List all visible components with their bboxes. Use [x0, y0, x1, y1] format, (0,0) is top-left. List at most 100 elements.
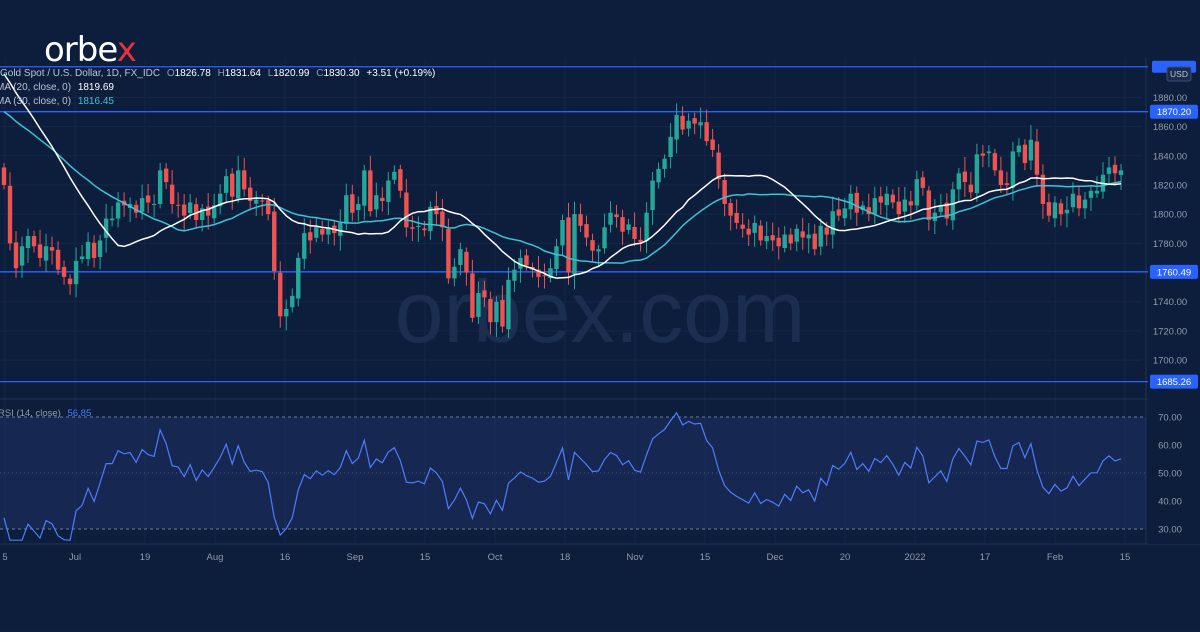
price-tick-label: 1840.00: [1153, 151, 1187, 162]
candle-body: [344, 195, 349, 224]
candle-body: [806, 234, 811, 239]
candle-body: [37, 244, 43, 258]
candle-body: [97, 240, 103, 258]
time-tick-label: Jul: [69, 552, 81, 563]
time-tick-label: 19: [140, 552, 151, 563]
candle-body: [1094, 190, 1100, 194]
candle-body: [602, 227, 607, 249]
candle-body: [302, 233, 307, 259]
legend-h-value: 1831.64: [225, 68, 262, 79]
candle-body: [638, 239, 643, 242]
candle-body: [13, 242, 19, 269]
time-tick-label: 20: [840, 552, 851, 563]
level-tag-label: 1760.49: [1157, 267, 1191, 278]
candle-body: [524, 255, 529, 266]
candle-body: [788, 234, 793, 244]
legend-o-label: O: [167, 68, 175, 79]
candle-body: [674, 114, 679, 140]
candle-body: [278, 272, 283, 317]
candle-body: [1070, 193, 1076, 208]
candle-body: [314, 227, 319, 238]
candle-body: [1046, 202, 1052, 216]
rsi-line: [3, 411, 1122, 541]
candle-body: [1076, 195, 1082, 209]
candle-body: [416, 225, 421, 228]
rsi-tick-label: 60.00: [1158, 441, 1182, 452]
candle-body: [746, 228, 751, 235]
candle-body: [422, 228, 427, 231]
logo-prefix: orbe: [44, 30, 118, 70]
svg-text:MA (20, close, 0) 1819: MA (20, close, 0) 1819.69: [0, 82, 114, 93]
candle-body: [163, 168, 169, 183]
candle-body: [986, 151, 992, 154]
candle-body: [878, 196, 883, 203]
level-tag-box: [1150, 264, 1198, 279]
level-tag-box: [1150, 374, 1198, 389]
candle-body: [980, 153, 986, 156]
candle-body: [734, 212, 739, 223]
rsi-tick-label: 40.00: [1158, 497, 1182, 508]
candle-body: [800, 231, 805, 238]
candle-body: [205, 206, 211, 216]
candle-body: [482, 290, 487, 298]
candle-body: [548, 268, 553, 279]
ma20-line: [3, 73, 1122, 279]
candle-body: [85, 241, 91, 260]
candle-body: [650, 180, 655, 211]
candle-body: [884, 193, 889, 206]
legend-symbol: Gold Spot / U.S. Dollar, 1D, FX_IDC: [0, 68, 160, 79]
level-tag-label: 1870.20: [1157, 107, 1191, 118]
time-tick-label: Sep: [347, 552, 364, 563]
candle-body: [242, 170, 247, 190]
candle-body: [230, 173, 235, 197]
legend-ma30-label: MA (30, close, 0): [0, 96, 71, 107]
rsi-title: RSI (14, close): [0, 408, 61, 419]
candle-body: [404, 192, 409, 228]
candle-body: [566, 217, 571, 273]
candle-body: [740, 224, 745, 229]
candle-body: [19, 246, 25, 266]
candle-body: [55, 249, 61, 270]
price-tick-label: 1860.00: [1153, 122, 1187, 133]
price-tick-label: 1700.00: [1153, 356, 1187, 367]
candle-body: [193, 204, 199, 220]
candle-body: [223, 176, 229, 193]
time-tick-label: Aug: [207, 552, 224, 563]
candle-body: [578, 214, 583, 226]
candle-body: [380, 197, 385, 202]
candle-body: [356, 203, 361, 211]
rsi-tick-label: 70.00: [1158, 413, 1182, 424]
candle-body: [908, 201, 914, 206]
candle-body: [374, 195, 379, 210]
candle-body: [290, 295, 295, 308]
candle-body: [458, 249, 463, 265]
price-tick-label: 1820.00: [1153, 180, 1187, 191]
rsi-tick-label: 30.00: [1158, 525, 1182, 536]
price-tick-label: 1780.00: [1153, 239, 1187, 250]
candle-body: [818, 225, 823, 247]
candle-body: [752, 222, 757, 233]
candle-body: [512, 269, 517, 281]
legend-ma20-label: MA (20, close, 0): [0, 82, 71, 93]
candle-body: [1010, 151, 1016, 188]
candle-body: [716, 152, 721, 180]
candle-body: [211, 205, 217, 219]
candle-body: [362, 170, 367, 206]
candle-body: [776, 237, 781, 247]
candle-body: [103, 218, 109, 238]
candle-body: [632, 227, 637, 239]
candle-body: [854, 192, 859, 213]
candle-body: [386, 180, 391, 202]
candle-body: [518, 257, 523, 269]
candle-body: [794, 228, 799, 242]
candle-body: [91, 242, 97, 258]
time-tick-label: 16: [280, 552, 291, 563]
candle-body: [79, 256, 85, 260]
candle-body: [1028, 139, 1034, 161]
time-tick-label: Dec: [767, 552, 784, 563]
candle-body: [494, 301, 499, 323]
candle-body: [542, 275, 547, 277]
svg-text:RSI (14, close) 56.85: RSI (14, close) 56.85: [0, 408, 91, 419]
